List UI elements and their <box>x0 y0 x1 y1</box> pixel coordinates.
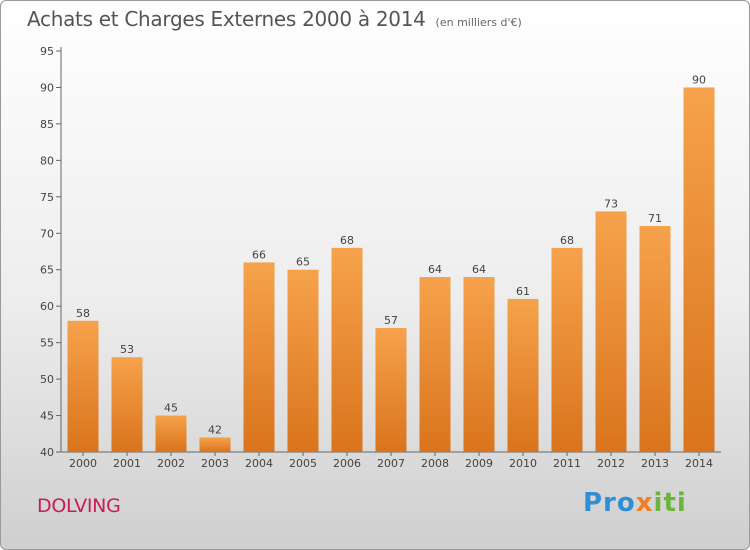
x-tick-label: 2013 <box>641 457 669 470</box>
y-tick-label: 45 <box>40 410 54 423</box>
bar-value-label: 71 <box>648 212 662 225</box>
bar <box>199 437 231 452</box>
logo-part-2: x <box>635 488 654 518</box>
x-tick-label: 2004 <box>245 457 273 470</box>
bar <box>551 247 583 452</box>
bar <box>419 277 451 452</box>
y-tick-label: 65 <box>40 264 54 277</box>
y-tick-label: 70 <box>40 227 54 240</box>
bar-value-label: 45 <box>164 402 178 415</box>
y-tick-label: 75 <box>40 191 54 204</box>
bar <box>375 328 407 452</box>
bar-value-label: 66 <box>252 248 266 261</box>
bar-value-label: 61 <box>516 285 530 298</box>
bar-value-label: 65 <box>296 256 310 269</box>
bar <box>463 277 495 452</box>
bar-value-label: 42 <box>208 423 222 436</box>
y-tick-label: 50 <box>40 373 54 386</box>
bar <box>111 357 143 452</box>
bar-value-label: 68 <box>560 234 574 247</box>
bar <box>683 87 715 453</box>
bar-value-label: 68 <box>340 234 354 247</box>
y-tick-label: 80 <box>40 154 54 167</box>
bar-value-label: 73 <box>604 197 618 210</box>
bar <box>639 225 671 452</box>
x-tick-label: 2010 <box>509 457 537 470</box>
x-tick-label: 2007 <box>377 457 405 470</box>
y-tick-label: 90 <box>40 81 54 94</box>
chart-unit: (en milliers d'€) <box>435 16 522 29</box>
bar-value-label: 53 <box>120 343 134 356</box>
bar <box>595 211 627 452</box>
chart-title: Achats et Charges Externes 2000 à 2014 (e… <box>27 7 522 31</box>
x-axis: 2000 2001 2002 2003 2004 2005 2006 2007 2008 2009… <box>61 451 721 470</box>
bar <box>67 320 99 452</box>
y-axis: 40 45 50 55 60 65 70 75 80 85 90 95 <box>40 45 62 459</box>
y-tick-label: 95 <box>40 45 54 58</box>
x-tick-label: 2008 <box>421 457 449 470</box>
y-tick-label: 40 <box>40 446 54 459</box>
x-tick-label: 2009 <box>465 457 493 470</box>
y-tick-label: 55 <box>40 337 54 350</box>
proxiti-logo: Proxiti <box>583 488 687 518</box>
x-tick-label: 2005 <box>289 457 317 470</box>
y-tick-label: 60 <box>40 300 54 313</box>
x-tick-label: 2006 <box>333 457 361 470</box>
bar-value-label: 57 <box>384 314 398 327</box>
x-tick-label: 2011 <box>553 457 581 470</box>
x-tick-label: 2003 <box>201 457 229 470</box>
bars <box>67 87 715 453</box>
bar <box>331 247 363 452</box>
chart-title-text: Achats et Charges Externes 2000 à 2014 <box>27 7 426 31</box>
bar <box>287 269 319 452</box>
bar-value-label: 90 <box>692 73 706 86</box>
x-tick-label: 2000 <box>69 457 97 470</box>
bar <box>155 415 187 452</box>
x-tick-label: 2014 <box>685 457 713 470</box>
x-tick-label: 2001 <box>113 457 141 470</box>
bar <box>243 262 275 452</box>
bar-value-label: 58 <box>76 307 90 320</box>
bar <box>507 298 539 452</box>
bar-value-label: 64 <box>472 263 486 276</box>
commune-name: DOLVING <box>37 495 121 517</box>
logo-part-3: iti <box>653 488 687 518</box>
logo-part-1: Pro <box>583 488 636 518</box>
y-tick-label: 85 <box>40 118 54 131</box>
value-labels: 58 53 45 42 66 65 68 57 64 64 61 68 73 71 90 <box>76 73 706 436</box>
x-tick-label: 2002 <box>157 457 185 470</box>
bar-value-label: 64 <box>428 263 442 276</box>
x-tick-label: 2012 <box>597 457 625 470</box>
